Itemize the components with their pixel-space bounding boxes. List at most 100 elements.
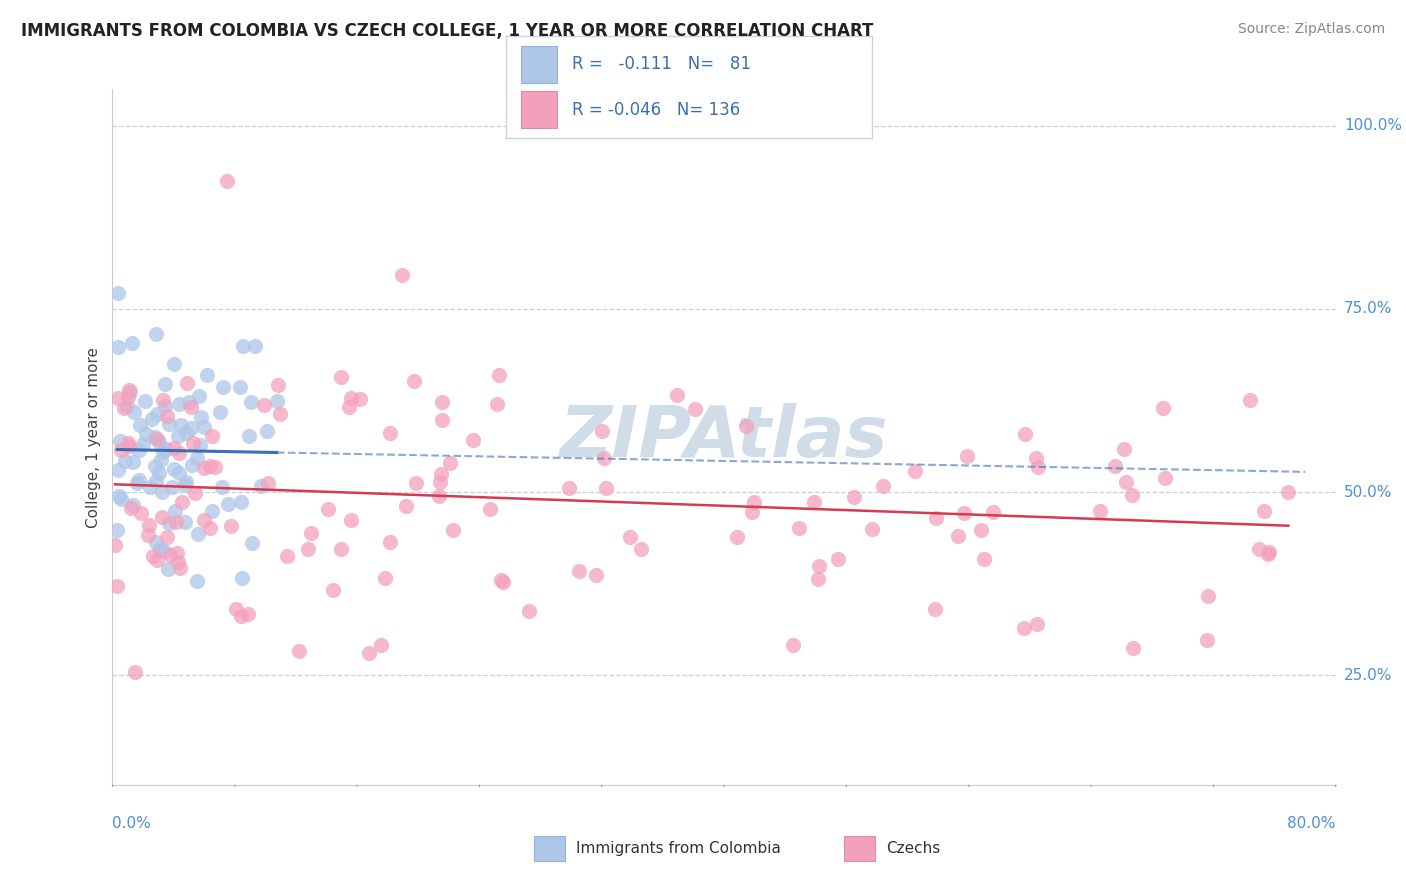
Point — [107, 341, 129, 355]
Point — [165, 516, 187, 530]
Point — [181, 458, 204, 472]
Point — [1090, 504, 1112, 518]
Point — [146, 553, 169, 567]
Point — [107, 463, 129, 477]
Point — [160, 480, 183, 494]
Point — [187, 527, 209, 541]
Point — [827, 552, 849, 566]
Point — [118, 439, 141, 453]
Point — [276, 549, 298, 563]
Point — [150, 510, 173, 524]
Point — [180, 401, 202, 415]
Point — [105, 523, 128, 537]
Point — [136, 528, 159, 542]
Point — [787, 521, 810, 535]
Point — [156, 562, 179, 576]
Point — [225, 602, 247, 616]
Point — [488, 368, 510, 382]
Point — [946, 529, 969, 543]
Point — [860, 522, 883, 536]
Point — [107, 285, 129, 300]
Point — [486, 397, 509, 411]
Point — [228, 380, 250, 394]
Point — [257, 475, 280, 490]
Point — [155, 442, 177, 457]
Point — [121, 335, 143, 350]
Y-axis label: College, 1 year or more: College, 1 year or more — [86, 347, 101, 527]
Point — [782, 638, 804, 652]
Point — [357, 646, 380, 660]
Point — [198, 459, 221, 474]
Point — [339, 392, 361, 406]
Point — [188, 438, 211, 452]
Point — [741, 505, 763, 519]
Point — [744, 495, 766, 509]
Point — [330, 370, 353, 384]
Point — [240, 394, 263, 409]
Point — [1154, 471, 1177, 485]
Point — [489, 574, 512, 588]
Point — [842, 491, 865, 505]
Point — [1197, 632, 1219, 647]
Point — [170, 495, 193, 509]
Point — [204, 460, 226, 475]
Point — [374, 572, 396, 586]
Point — [585, 567, 607, 582]
Point — [188, 389, 211, 403]
Point — [1104, 459, 1126, 474]
Point — [143, 458, 166, 473]
Point — [238, 428, 260, 442]
Point — [253, 398, 276, 412]
Text: 100.0%: 100.0% — [1344, 119, 1402, 133]
Point — [167, 429, 190, 443]
Point — [128, 473, 150, 487]
Point — [1014, 426, 1036, 441]
Point — [232, 339, 254, 353]
Point — [665, 387, 688, 401]
Point — [1122, 641, 1144, 656]
Point — [142, 549, 165, 563]
Point — [405, 475, 427, 490]
Point — [174, 475, 197, 490]
Point — [145, 535, 167, 549]
Point — [201, 504, 224, 518]
Point — [231, 571, 253, 585]
Point — [165, 503, 187, 517]
Point — [1026, 460, 1049, 475]
Point — [395, 499, 418, 513]
Point — [430, 394, 453, 409]
Point — [156, 530, 179, 544]
Point — [149, 453, 172, 467]
Point — [121, 455, 143, 469]
Point — [209, 405, 232, 419]
Point — [173, 478, 195, 492]
Point — [903, 464, 925, 478]
Point — [619, 530, 641, 544]
Point — [152, 444, 174, 458]
Point — [180, 421, 202, 435]
Point — [337, 400, 360, 414]
Point — [378, 426, 401, 441]
Point — [107, 391, 129, 405]
Point — [630, 542, 652, 557]
Point — [427, 489, 450, 503]
Point — [135, 426, 157, 441]
Point — [118, 384, 141, 399]
Point — [170, 417, 193, 432]
Point — [138, 517, 160, 532]
Point — [115, 399, 138, 413]
Point — [439, 456, 461, 470]
Point — [114, 454, 136, 468]
Point — [683, 401, 706, 416]
Point — [1121, 488, 1143, 502]
Point — [117, 435, 139, 450]
Point — [166, 546, 188, 560]
Point — [970, 523, 993, 537]
Point — [193, 419, 215, 434]
Point — [120, 500, 142, 515]
Point — [725, 530, 748, 544]
Point — [391, 268, 413, 282]
Point — [174, 515, 197, 529]
Point — [1257, 547, 1279, 561]
Point — [201, 428, 224, 442]
